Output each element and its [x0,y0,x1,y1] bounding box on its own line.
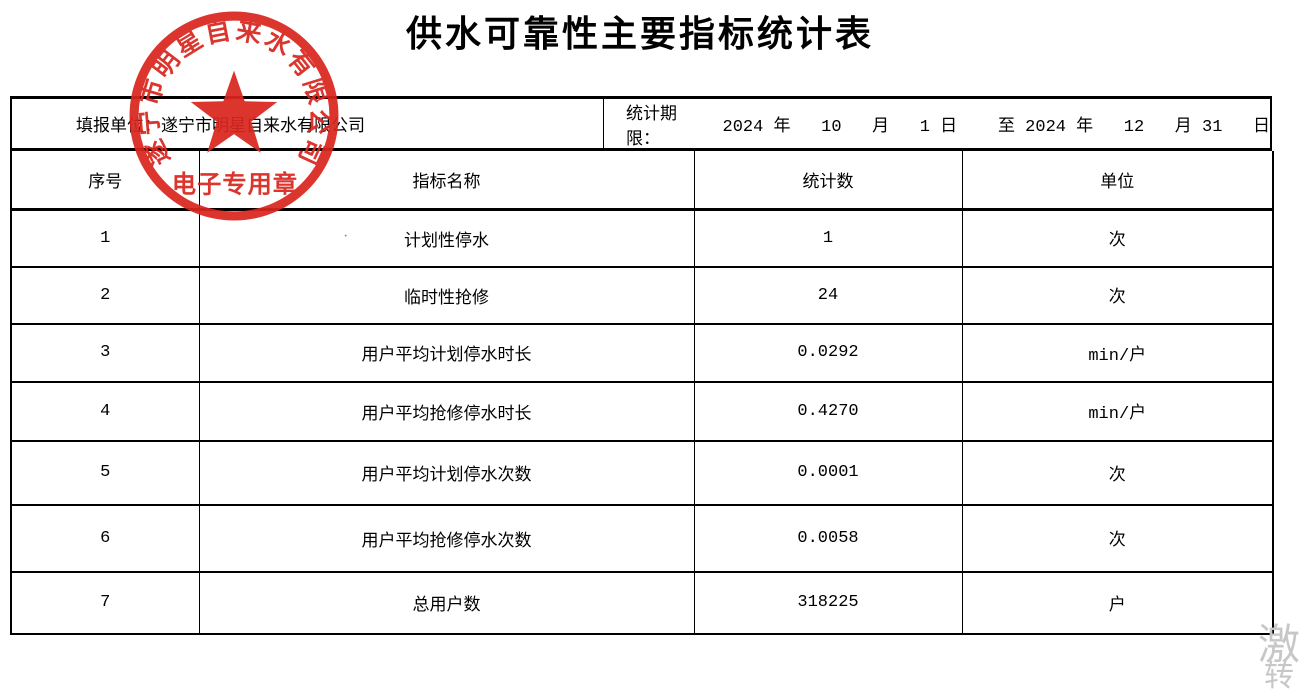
unit-cell: 次 [961,208,1274,268]
report-unit-cell: 填报单位： 遂宁市明星自来水有限公司 [12,99,604,148]
table-row: 4 用户平均抢修停水时长 0.4270 min/户 [10,380,1274,442]
stamp-star-icon [190,70,278,153]
value-cell: 0.0058 [693,503,963,573]
value-cell: 0.4270 [693,380,963,442]
table-row: 7 总用户数 318225 户 [10,570,1274,635]
header-unit: 单位 [961,151,1274,211]
indicator-name-cell: 临时性抢修 [198,265,695,325]
value-cell: 1 [693,208,963,268]
unit-cell: 次 [961,439,1274,506]
unit-cell: 次 [961,503,1274,573]
stamp-ring [129,11,339,221]
row-index-cell: 2 [10,265,200,325]
page-title: 供水可靠性主要指标统计表 [405,13,874,54]
report-unit-value: 遂宁市明星自来水有限公司 [161,116,365,135]
row-index-cell: 1 [10,208,200,268]
unit-cell: min/户 [961,322,1274,383]
indicator-name-cell: 总用户数 [198,570,695,635]
indicator-table: 序号 指标名称 统计数 单位 1 计划性停水 1 次 2 临时性抢修 24 次 … [10,151,1274,635]
value-cell: 318225 [693,570,963,635]
unit-cell: 户 [961,570,1274,635]
row-index-cell: 7 [10,570,200,635]
table-row: 2 临时性抢修 24 次 [10,265,1274,325]
row-index-cell: 6 [10,503,200,573]
stray-dot-artifact: · [343,228,349,245]
report-period-cell: 统计期限： 2024 年 10 月 1 日 至 2024 年 12 月 31 日 [604,99,1270,148]
report-meta-row: 填报单位： 遂宁市明星自来水有限公司 统计期限： 2024 年 10 月 1 日 … [10,96,1272,151]
statistics-table: 填报单位： 遂宁市明星自来水有限公司 统计期限： 2024 年 10 月 1 日 … [10,96,1274,635]
watermark-char-top: 激 [1258,623,1301,669]
value-cell: 0.0001 [693,439,963,506]
statistics-report-page: { "page": { "title": "供水可靠性主要指标统计表" }, "… [10,11,1301,693]
table-row: 6 用户平均抢修停水次数 0.0058 次 [10,503,1274,573]
table-row: 3 用户平均计划停水时长 0.0292 min/户 [10,322,1274,383]
indicator-name-cell: 用户平均抢修停水时长 [198,380,695,442]
indicator-name-cell: 用户平均抢修停水次数 [198,503,695,573]
header-no: 序号 [10,151,200,211]
report-unit-label: 填报单位： [76,116,161,135]
indicator-name-cell: 用户平均计划停水时长 [198,322,695,383]
row-index-cell: 3 [10,322,200,383]
header-row: 序号 指标名称 统计数 单位 [10,151,1274,211]
table-row: 5 用户平均计划停水次数 0.0001 次 [10,439,1274,506]
unit-cell: 次 [961,265,1274,325]
watermark-char-bottom: 转 [1264,660,1294,693]
row-index-cell: 4 [10,380,200,442]
company-seal-stamp: 遂宁市明星自来水有限公司 电子专用章 [129,11,339,221]
row-index-cell: 5 [10,439,200,506]
report-period-value: 2024 年 10 月 1 日 至 2024 年 12 月 31 日 [681,117,1270,137]
header-value: 统计数 [693,151,963,211]
stamp-type-text: 电子专用章 [172,171,298,199]
table-row: 1 计划性停水 1 次 [10,208,1274,268]
report-period-label: 统计期限： [626,103,677,148]
indicator-name-cell: 用户平均计划停水次数 [198,439,695,506]
indicator-name-cell: 计划性停水 [198,208,695,268]
value-cell: 0.0292 [693,322,963,383]
unit-cell: min/户 [961,380,1274,442]
value-cell: 24 [693,265,963,325]
